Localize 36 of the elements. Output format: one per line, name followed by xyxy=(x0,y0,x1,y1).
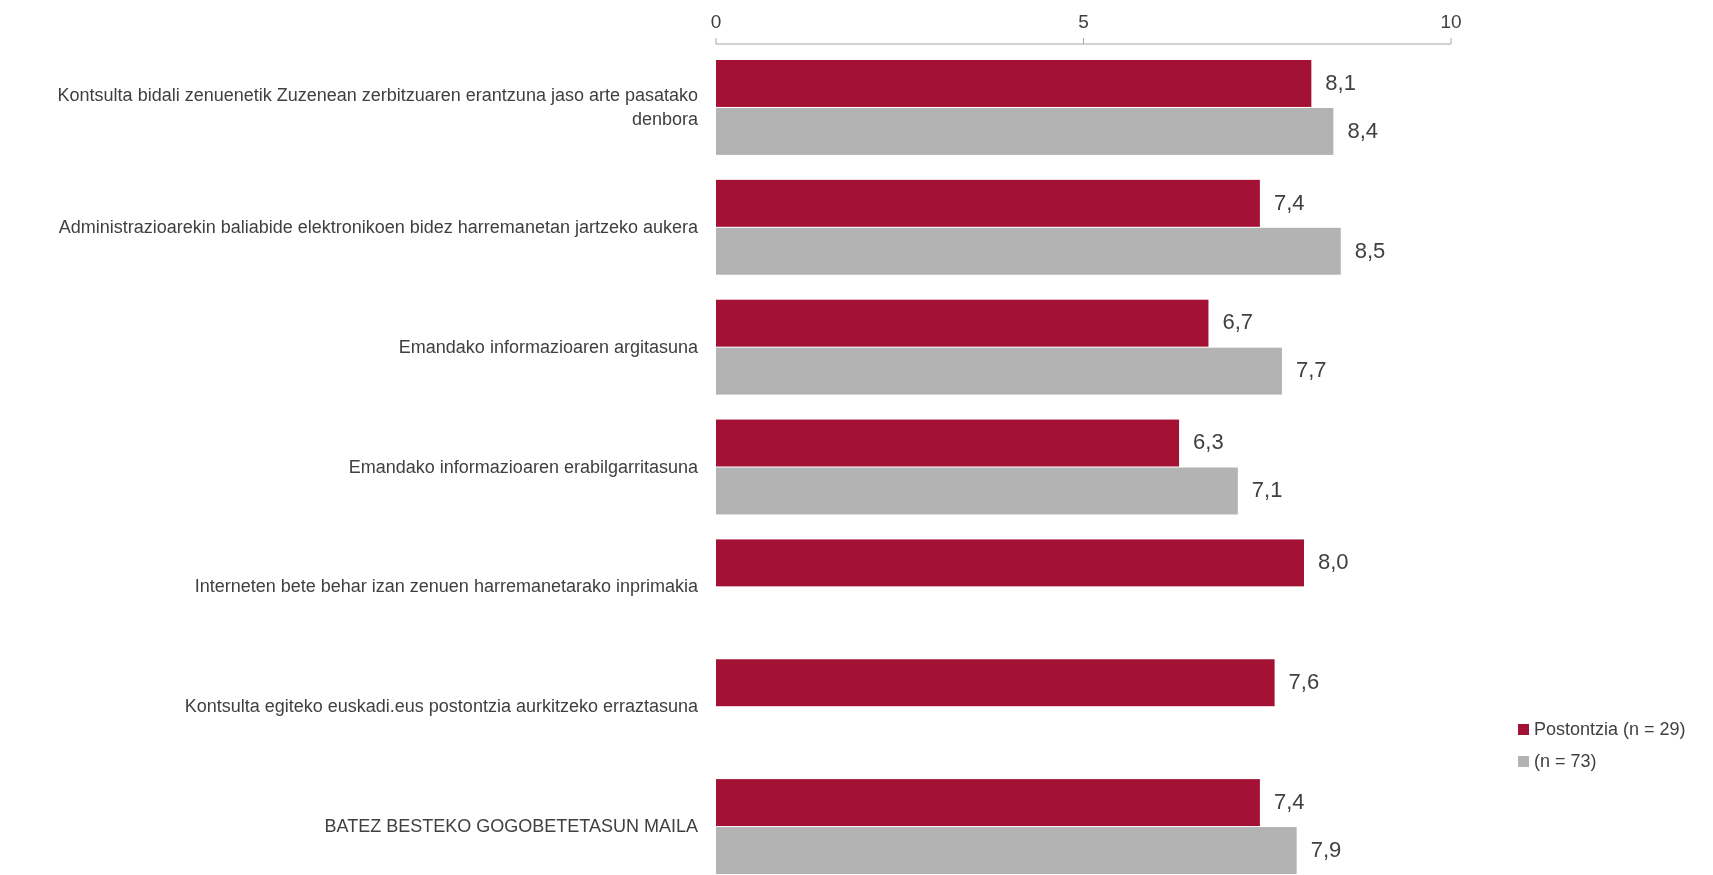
data-label: 7,7 xyxy=(1295,357,1327,383)
bar xyxy=(716,347,1282,395)
data-label: 6,3 xyxy=(1193,429,1224,455)
bar xyxy=(716,299,1209,347)
y-tick-label: Interneten bete behar izan zenuen harremanetarako inprimakia xyxy=(194,576,699,597)
data-label: 8,5 xyxy=(1354,237,1386,263)
y-tick-label: Kontsulta bidali zenuenetik Zuzenean zerbitzuaren erantzuna jaso arte pasatako denbora xyxy=(57,84,699,129)
bar xyxy=(716,827,1297,874)
bar xyxy=(716,60,1312,107)
data-label: 8,4 xyxy=(1347,117,1378,143)
bar xyxy=(716,539,1304,587)
y-tick-label: BATEZ BESTEKO GOGOBETETASUN MAILA xyxy=(324,815,698,836)
x-tick-label: 0 xyxy=(710,11,722,32)
y-tick-label: Emandako informazioaren erabilgarritasuna xyxy=(348,456,699,477)
bar xyxy=(716,779,1260,827)
data-label: 7,4 xyxy=(1273,189,1305,215)
data-label: 6,7 xyxy=(1222,309,1254,335)
y-tick-label: Administrazioarekin baliabide elektronikoen bidez harremanetan jartzeko aukera xyxy=(58,216,699,237)
data-label: 7,6 xyxy=(1288,669,1320,695)
x-tick-label: 10 xyxy=(1440,11,1462,32)
x-tick-label: 5 xyxy=(1078,11,1089,32)
data-label: 7,9 xyxy=(1310,836,1342,862)
bar xyxy=(716,659,1275,707)
bar xyxy=(716,467,1238,515)
bar xyxy=(716,107,1334,155)
bar xyxy=(716,227,1341,275)
bar xyxy=(716,179,1260,227)
bar xyxy=(716,419,1180,467)
legend-label: (n = 73) xyxy=(1534,750,1597,771)
data-label: 7,4 xyxy=(1273,788,1305,814)
data-label: 7,1 xyxy=(1251,477,1283,503)
y-tick-label: Emandako informazioaren argitasuna xyxy=(398,336,699,357)
data-label: 8,1 xyxy=(1325,69,1356,95)
legend-label: Postontzia (n = 29) xyxy=(1534,718,1686,739)
data-label: 8,0 xyxy=(1318,549,1349,575)
y-tick-label: Kontsulta egiteko euskadi.eus postontzia aurkitzeko erraztasuna xyxy=(184,695,699,716)
